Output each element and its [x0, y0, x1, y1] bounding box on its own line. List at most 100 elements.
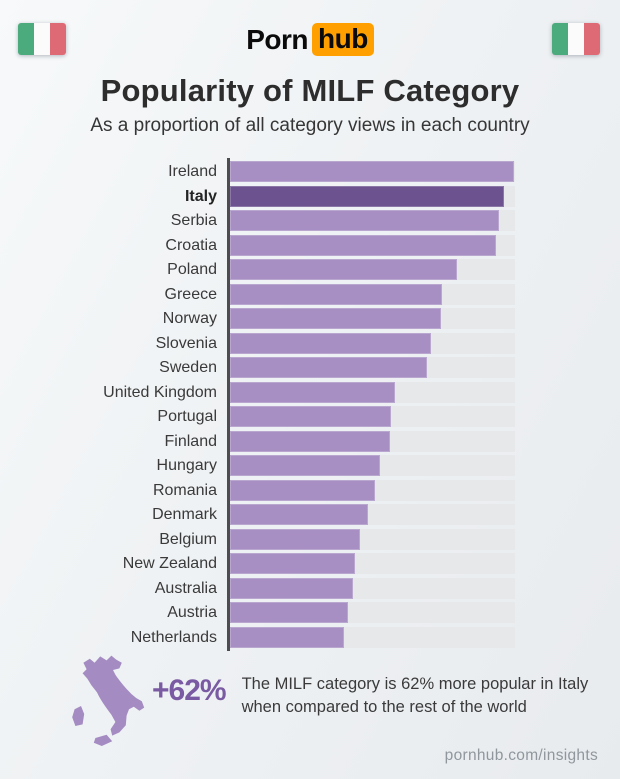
insights-url: pornhub.com/insights: [444, 747, 598, 764]
country-label: Belgium: [159, 530, 217, 548]
chart-row-new-zealand: New Zealand: [0, 553, 515, 574]
bar-track: [230, 381, 515, 403]
annotation-line-1: The MILF category is 62% more popular in…: [241, 675, 589, 693]
bar-track: [230, 479, 515, 501]
bar-australia: [230, 577, 353, 599]
chart-row-croatia: Croatia: [0, 234, 515, 256]
country-label: Ireland: [168, 163, 217, 180]
chart-row-norway: Norway: [0, 308, 515, 329]
bar-sweden: [230, 357, 427, 378]
bar-track: [230, 430, 515, 452]
annotation-line-2: when compared to the rest of the world: [241, 698, 527, 717]
bar-italy: [230, 185, 504, 207]
chart-row-portugal: Portugal: [0, 406, 515, 427]
country-label: United Kingdom: [103, 383, 217, 401]
bar-track: [230, 161, 515, 182]
italy-flag-icon: [552, 23, 600, 55]
bar-track: [230, 357, 515, 378]
country-label: Sweden: [159, 359, 217, 376]
logo-text-porn: Porn: [246, 23, 308, 55]
country-label: Netherlands: [130, 628, 217, 646]
bar-romania: [230, 479, 376, 501]
chart-row-sweden: Sweden: [0, 357, 515, 378]
bar-track: [230, 455, 515, 476]
bar-track: [230, 259, 515, 280]
bar-finland: [230, 430, 390, 452]
flag-stripe: [18, 23, 34, 55]
chart-row-greece: Greece: [0, 283, 515, 305]
bar-greece: [230, 283, 443, 305]
bar-slovenia: [230, 332, 431, 354]
annotation: +62% The MILF category is 62% more popul…: [62, 650, 588, 750]
annotation-text: The MILF category is 62% more popular in…: [242, 673, 589, 720]
bar-united-kingdom: [230, 381, 396, 403]
chart-row-hungary: Hungary: [0, 455, 515, 476]
country-label: Portugal: [157, 408, 217, 425]
country-label: Serbia: [170, 212, 217, 229]
bar-hungary: [230, 455, 380, 476]
bar-track: [230, 185, 515, 207]
chart-row-italy: Italy: [0, 185, 515, 207]
chart-row-belgium: Belgium: [0, 528, 515, 550]
chart-row-slovenia: Slovenia: [0, 332, 515, 354]
flag-stripe: [34, 23, 50, 55]
bar-denmark: [230, 504, 369, 525]
chart-axis: [227, 158, 230, 651]
chart-row-romania: Romania: [0, 479, 515, 501]
country-label: Slovenia: [155, 334, 217, 352]
bar-track: [230, 283, 515, 305]
bar-new-zealand: [230, 553, 356, 574]
chart-row-serbia: Serbia: [0, 210, 515, 231]
country-label: Greece: [164, 285, 217, 303]
flag-stripe: [552, 23, 568, 55]
chart-row-austria: Austria: [0, 602, 515, 623]
chart-row-poland: Poland: [0, 259, 515, 280]
country-label: Hungary: [156, 457, 217, 474]
bar-track: [230, 528, 515, 550]
bar-croatia: [230, 234, 497, 256]
chart-row-finland: Finland: [0, 430, 515, 452]
flag-stripe: [584, 23, 600, 55]
bar-austria: [230, 602, 349, 623]
bar-ireland: [230, 161, 514, 182]
bar-track: [230, 626, 515, 648]
bar-track: [230, 332, 515, 354]
flag-stripe: [568, 23, 584, 55]
country-label: Romania: [152, 481, 217, 499]
bar-track: [230, 406, 515, 427]
country-label: Denmark: [152, 506, 217, 523]
page-title: Popularity of MILF Category: [100, 73, 520, 108]
bar-track: [230, 602, 515, 623]
chart-rows: Ireland Italy Serbia Croatia Poland Greece Nor…: [0, 161, 515, 648]
country-label: New Zealand: [122, 555, 217, 572]
chart-row-netherlands: Netherlands: [0, 626, 515, 648]
italy-map-icon: [72, 655, 145, 746]
bar-chart: Ireland Italy Serbia Croatia Poland Greece Nor…: [0, 158, 515, 651]
bar-track: [230, 210, 515, 231]
italy-flag-icon: [18, 23, 66, 55]
bar-portugal: [230, 406, 392, 427]
page-subtitle: As a proportion of all category views in…: [90, 115, 530, 136]
bar-serbia: [230, 210, 500, 231]
country-label: Finland: [164, 432, 217, 450]
chart-row-ireland: Ireland: [0, 161, 515, 182]
flag-stripe: [50, 23, 66, 55]
country-label: Italy: [184, 187, 217, 205]
country-label: Croatia: [165, 236, 217, 254]
bar-poland: [230, 259, 457, 280]
country-label: Norway: [162, 310, 217, 327]
bar-track: [230, 553, 515, 574]
chart-row-australia: Australia: [0, 577, 515, 599]
bar-netherlands: [230, 626, 344, 648]
bar-track: [230, 308, 515, 329]
country-label: Australia: [154, 579, 217, 597]
bar-belgium: [230, 528, 360, 550]
bar-track: [230, 504, 515, 525]
chart-row-denmark: Denmark: [0, 504, 515, 525]
bar-norway: [230, 308, 441, 329]
logo-text-hub: hub: [311, 23, 374, 56]
chart-row-united-kingdom: United Kingdom: [0, 381, 515, 403]
bar-track: [230, 234, 515, 256]
pornhub-logo: Porn hub: [0, 23, 620, 56]
